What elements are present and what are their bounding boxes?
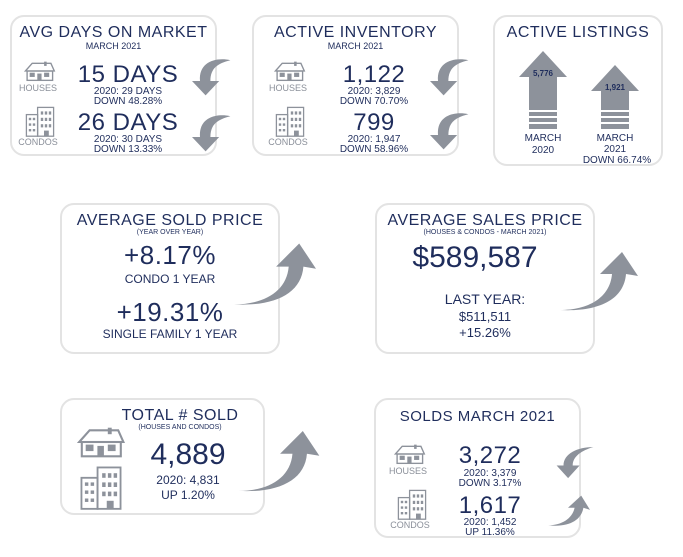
card-title: AVG DAYS ON MARKET bbox=[19, 24, 208, 41]
march-2021-year: 2021 bbox=[603, 144, 627, 155]
solds-march-card: SOLDS MARCH 2021 HOUSES 3,272 2020: 3,37… bbox=[374, 398, 581, 538]
curved-arrow-down-icon bbox=[552, 444, 598, 480]
houses-prev: 2020: 3,829 bbox=[347, 86, 401, 97]
card-title: ACTIVE INVENTORY bbox=[274, 24, 437, 41]
march-2020-year: 2020 bbox=[531, 145, 555, 156]
condos-label: CONDOS bbox=[18, 137, 58, 147]
curved-arrow-up-icon bbox=[236, 431, 320, 493]
card-subtitle: (YEAR OVER YEAR) bbox=[136, 229, 204, 236]
total-sold-value: 4,889 bbox=[150, 438, 226, 471]
card-title: AVERAGE SOLD PRICE bbox=[76, 212, 264, 229]
houses-label: HOUSES bbox=[18, 83, 57, 93]
curved-arrow-down-icon bbox=[184, 57, 232, 97]
curved-arrow-down-icon bbox=[184, 113, 232, 153]
average-sales-price-value: $589,587 bbox=[412, 241, 538, 274]
last-year-label: LAST YEAR: bbox=[444, 291, 526, 307]
houses-value: 3,272 bbox=[458, 442, 522, 469]
single-family-change-label: SINGLE FAMILY 1 YEAR bbox=[102, 327, 238, 341]
curved-arrow-up-icon bbox=[546, 494, 590, 528]
house-icon bbox=[22, 60, 56, 82]
condos-change: UP 11.36% bbox=[465, 527, 515, 538]
march-2021-value: 1,921 bbox=[604, 83, 626, 92]
curved-arrow-down-icon bbox=[422, 111, 470, 151]
card-period: MARCH 2021 bbox=[327, 41, 384, 51]
houses-change: DOWN 70.70% bbox=[339, 96, 409, 107]
condo-building-icon bbox=[24, 105, 56, 137]
active-listings-card: ACTIVE LISTINGS 5,776 MARCH 2020 1,921 M… bbox=[493, 15, 663, 166]
card-subtitle: (HOUSES AND CONDOS) bbox=[138, 424, 222, 431]
condo-change-value: +8.17% bbox=[124, 240, 216, 270]
average-sold-price-card: AVERAGE SOLD PRICE (YEAR OVER YEAR) +8.1… bbox=[60, 203, 280, 354]
house-icon bbox=[74, 426, 126, 458]
total-sold-prev: 2020: 4,831 bbox=[156, 473, 220, 487]
condos-prev: 2020: 1,947 bbox=[347, 134, 401, 145]
march-2020-label: MARCH bbox=[524, 133, 562, 144]
card-title: SOLDS MARCH 2021 bbox=[399, 408, 556, 425]
average-sales-price-card: AVERAGE SALES PRICE (HOUSES & CONDOS - M… bbox=[375, 203, 595, 354]
condo-building-icon bbox=[76, 464, 126, 510]
march-2020-value: 5,776 bbox=[532, 69, 554, 78]
condos-change: DOWN 58.96% bbox=[339, 144, 409, 155]
houses-value: 15 DAYS bbox=[77, 61, 179, 88]
condos-value: 1,617 bbox=[458, 492, 522, 519]
houses-prev: 2020: 3,379 bbox=[463, 468, 517, 479]
condos-value: 26 DAYS bbox=[77, 109, 179, 136]
condos-prev: 2020: 30 DAYS bbox=[93, 134, 163, 145]
total-sold-change: UP 1.20% bbox=[161, 488, 215, 502]
card-title: AVERAGE SALES PRICE bbox=[387, 212, 583, 229]
curved-arrow-up-icon bbox=[556, 252, 640, 312]
active-inventory-card: ACTIVE INVENTORY MARCH 2021 HOUSES 1,122… bbox=[252, 15, 459, 156]
up-arrow-bar-icon bbox=[591, 65, 639, 129]
houses-change: DOWN 3.17% bbox=[458, 478, 522, 489]
condos-change: DOWN 13.33% bbox=[93, 144, 163, 155]
condo-change-label: CONDO 1 YEAR bbox=[124, 272, 216, 286]
march-2021-change: DOWN 66.74% bbox=[582, 155, 652, 166]
houses-prev: 2020: 29 DAYS bbox=[93, 86, 163, 97]
last-year-value: $511,511 bbox=[458, 309, 512, 324]
house-icon bbox=[392, 443, 426, 465]
up-arrow-bar-icon bbox=[519, 51, 567, 129]
condos-value: 799 bbox=[353, 109, 395, 136]
condos-label: CONDOS bbox=[390, 520, 430, 530]
houses-change: DOWN 48.28% bbox=[93, 96, 163, 107]
houses-label: HOUSES bbox=[268, 83, 307, 93]
total-sold-card: TOTAL # SOLD (HOUSES AND CONDOS) 4,889 2… bbox=[60, 398, 265, 515]
march-2021-label: MARCH bbox=[596, 133, 634, 144]
year-over-year-change: +15.26% bbox=[459, 325, 511, 340]
houses-label: HOUSES bbox=[388, 466, 427, 476]
avg-days-card: AVG DAYS ON MARKET MARCH 2021 HOUSES 15 … bbox=[10, 15, 217, 156]
condo-building-icon bbox=[396, 488, 428, 520]
curved-arrow-down-icon bbox=[422, 57, 470, 97]
condo-building-icon bbox=[274, 105, 306, 137]
condos-prev: 2020: 1,452 bbox=[463, 517, 517, 528]
houses-value: 1,122 bbox=[342, 61, 406, 88]
card-period: MARCH 2021 bbox=[85, 41, 142, 51]
house-icon bbox=[272, 60, 306, 82]
card-subtitle: (HOUSES & CONDOS - MARCH 2021) bbox=[423, 229, 547, 236]
curved-arrow-up-icon bbox=[232, 243, 316, 307]
condos-label: CONDOS bbox=[268, 137, 308, 147]
card-title: ACTIVE LISTINGS bbox=[506, 24, 650, 41]
card-title: TOTAL # SOLD bbox=[121, 407, 239, 424]
single-family-change-value: +19.31% bbox=[116, 297, 224, 327]
